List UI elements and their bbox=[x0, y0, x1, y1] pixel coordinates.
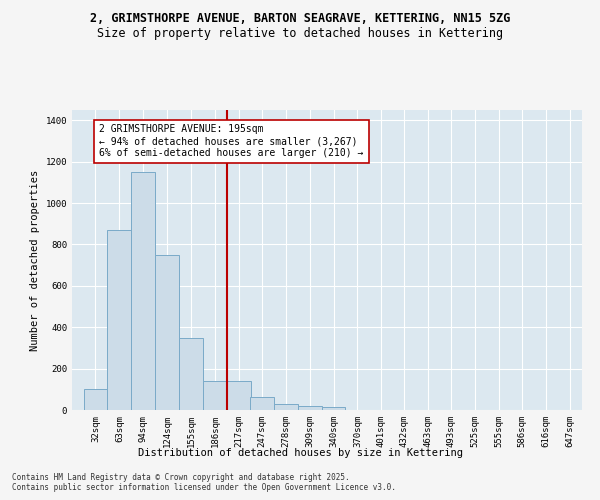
Text: Contains HM Land Registry data © Crown copyright and database right 2025.
Contai: Contains HM Land Registry data © Crown c… bbox=[12, 473, 396, 492]
Text: 2, GRIMSTHORPE AVENUE, BARTON SEAGRAVE, KETTERING, NN15 5ZG: 2, GRIMSTHORPE AVENUE, BARTON SEAGRAVE, … bbox=[90, 12, 510, 26]
Bar bbox=[131, 172, 155, 410]
Y-axis label: Number of detached properties: Number of detached properties bbox=[30, 170, 40, 350]
Bar bbox=[83, 390, 107, 410]
Bar bbox=[322, 407, 346, 410]
Bar bbox=[155, 255, 179, 410]
Bar bbox=[250, 396, 274, 410]
Bar bbox=[274, 404, 298, 410]
Bar bbox=[227, 381, 251, 410]
Text: Distribution of detached houses by size in Kettering: Distribution of detached houses by size … bbox=[137, 448, 463, 458]
Bar bbox=[298, 406, 322, 410]
Text: 2 GRIMSTHORPE AVENUE: 195sqm
← 94% of detached houses are smaller (3,267)
6% of : 2 GRIMSTHORPE AVENUE: 195sqm ← 94% of de… bbox=[100, 124, 364, 158]
Bar bbox=[107, 230, 131, 410]
Bar bbox=[179, 338, 203, 410]
Text: Size of property relative to detached houses in Kettering: Size of property relative to detached ho… bbox=[97, 28, 503, 40]
Bar bbox=[203, 381, 227, 410]
